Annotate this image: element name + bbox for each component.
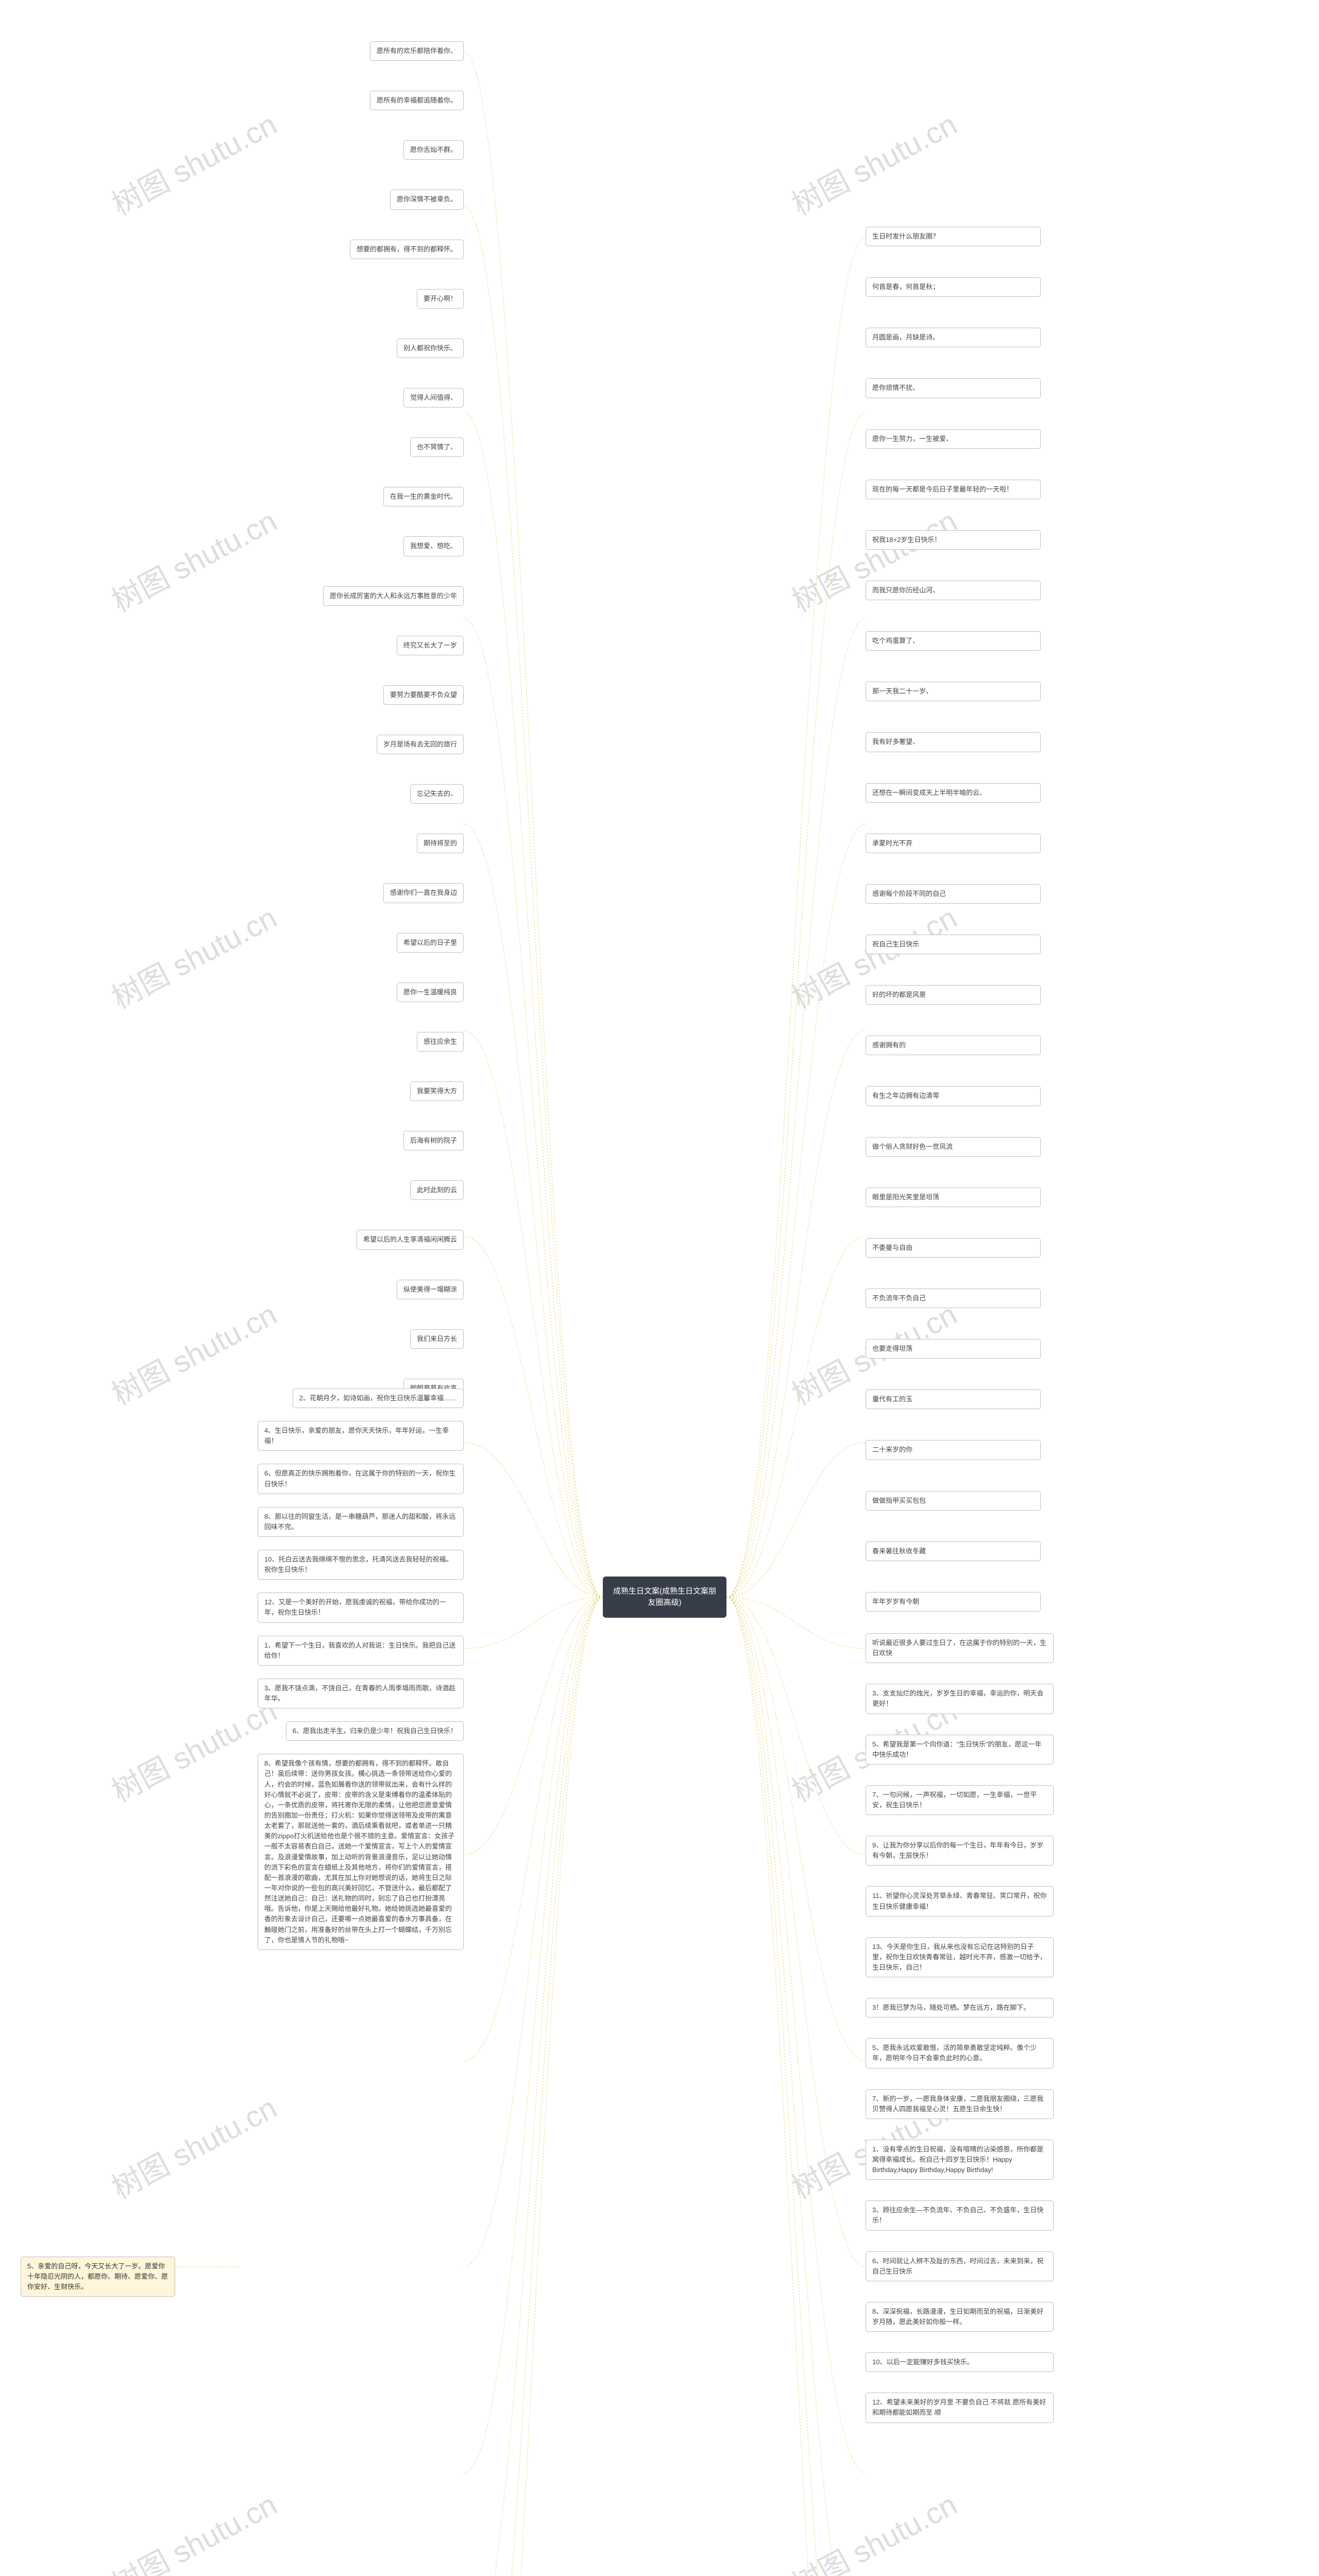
watermark: 树图 shutu.cn xyxy=(103,497,283,620)
mindmap-node[interactable]: 11、祈望你心灵深处芳草永绿、青春常驻、笑口常开，祝你生日快乐健康幸福！ xyxy=(866,1886,1054,1916)
mindmap-node[interactable]: 5、希望我是第一个向你道："生日快乐"的朋友，愿这一年中快乐成功！ xyxy=(866,1735,1054,1765)
mindmap-node[interactable]: 3！愿我已梦为马，随处可栖。梦在远方，路在脚下。 xyxy=(866,1998,1054,2018)
watermark: 树图 shutu.cn xyxy=(103,1687,283,1810)
mindmap-node[interactable]: 愿你烦情不扰、 xyxy=(866,378,1041,398)
highlighted-node[interactable]: 5、亲爱的自己呀，今天又长大了一岁。愿爱你十年隐忍光阴的人，都愿你、期待、愿爱你… xyxy=(21,2257,175,2297)
mindmap-node[interactable]: 还想在一瞬间变成天上半明半暗的云、 xyxy=(866,783,1041,803)
mindmap-node[interactable]: 听说最近很多人要过生日了，在这属于你的特别的一天，生日欢快 xyxy=(866,1633,1054,1663)
connectors-layer xyxy=(0,0,1319,2576)
right-column-a: 生日时发什么朋友圈？ 何首是春，何首是秋； 月圆是画，月缺是诗。愿你烦情不扰、愿你一… xyxy=(866,227,1041,1642)
mindmap-node[interactable]: 2、花朝月夕，如诗如画，祝你生日快乐温馨幸福…… xyxy=(293,1388,464,1408)
mindmap-node[interactable]: 12、又是一个美好的开始，愿我虔诚的祝福，带给你成功的一年，祝你生日快乐！ xyxy=(258,1592,464,1622)
mindmap-node[interactable]: 后海有树的院子 xyxy=(403,1131,464,1150)
right-column-b: 听说最近很多人要过生日了，在这属于你的特别的一天，生日欢快 3、支支灿烂的烛光，岁… xyxy=(866,1633,1054,2444)
mindmap-node[interactable]: 要努力要酷要不负众望 xyxy=(383,685,464,705)
mindmap-node[interactable]: 二十来岁的你 xyxy=(866,1440,1041,1460)
mindmap-node[interactable]: 10、以后一定能赚好多钱买快乐。 xyxy=(866,2352,1054,2372)
mindmap-node[interactable]: 感往应余生 xyxy=(417,1032,464,1052)
far-left-node: 5、亲爱的自己呀，今天又长大了一岁。愿爱你十年隐忍光阴的人，都愿你、期待、愿爱你… xyxy=(21,2257,175,2303)
mindmap-node[interactable]: 愿所有的幸福都追随着你。 xyxy=(370,91,464,110)
mindmap-node[interactable]: 祝自己生日快乐 xyxy=(866,935,1041,954)
mindmap-node[interactable]: 愿你长成厉害的大人和永远万事胜意的少年 xyxy=(323,586,464,606)
mindmap-node[interactable]: 祝我18+2岁生日快乐！ xyxy=(866,530,1041,550)
center-title: 成熟生日文案(成熟生日文案朋友圈高级) xyxy=(610,1586,719,1609)
mindmap-node[interactable]: 愿你深情不被辜负。 xyxy=(390,190,464,209)
watermark: 树图 shutu.cn xyxy=(103,894,283,1017)
mindmap-node[interactable]: 5、愿我永远欢爱敢恨，活的简单勇敢坚定纯粹。像个少年，愿明年今日不会辜负此时的心… xyxy=(866,2038,1054,2068)
mindmap-node[interactable]: 13、今天是你生日，我从来也没有忘记在这特别的日子里，祝你生日欢快青春常驻，越时… xyxy=(866,1937,1054,1977)
mindmap-node[interactable]: 12、希望未来美好的岁月里 不要负自己 不将就 愿所有美好和期待都能如期而至 顺 xyxy=(866,2393,1054,2422)
mindmap-node[interactable]: 我想爱、想吃、 xyxy=(403,536,464,556)
mindmap-node[interactable]: 忘记失去的、 xyxy=(410,784,464,804)
mindmap-node[interactable]: 好的坏的都是风景 xyxy=(866,985,1041,1005)
mindmap-node[interactable]: 6、但愿真正的快乐拥抱着你，在这属于你的特别的一天，祝你生日快乐！ xyxy=(258,1464,464,1494)
mindmap-node[interactable]: 要开心啊！ xyxy=(417,289,464,309)
mindmap-node[interactable]: 9、让我为你分享以后你的每一个生日，年年有今日，岁岁有今朝，生辰快乐！ xyxy=(866,1836,1054,1866)
mindmap-node[interactable]: 眼里是阳光笑里是坦荡 xyxy=(866,1188,1041,1207)
mindmap-node[interactable]: 10、托白云送去我绵绵不恨的思念，托清风送去我轻轻的祝福。祝你生日快乐！ xyxy=(258,1550,464,1580)
mindmap-node[interactable]: 希望以后的日子里 xyxy=(397,933,464,953)
mindmap-node[interactable]: 感谢你们一直在我身边 xyxy=(383,883,464,903)
mindmap-node[interactable]: 纵使美得一塌糊涂 xyxy=(397,1280,464,1299)
mindmap-node[interactable]: 承蒙时光不弃 xyxy=(866,834,1041,853)
mindmap-node[interactable]: 春来暑往秋收冬藏 xyxy=(866,1541,1041,1561)
mindmap-node[interactable]: 不负流年不负自己 xyxy=(866,1289,1041,1308)
watermark: 树图 shutu.cn xyxy=(103,1291,283,1414)
mindmap-node[interactable]: 愿你一生温暖纯良 xyxy=(397,982,464,1002)
mindmap-node[interactable]: 现在的每一天都是今后日子里最年轻的一天啦！ xyxy=(866,480,1041,499)
watermark: 树图 shutu.cn xyxy=(783,2481,963,2576)
mindmap-node[interactable]: 感谢每个阶段不同的自己 xyxy=(866,884,1041,904)
mindmap-node[interactable]: 1、没有零点的生日祝福，没有喧晴的沾染感恩，所你都是窝得幸福成长。祝自己十四岁生… xyxy=(866,2140,1054,2180)
mindmap-node[interactable]: 8、深深祝福，长路漫漫，生日如期而至的祝福，日渐美好岁月随，愿此美好如你般一样。 xyxy=(866,2302,1054,2332)
mindmap-node[interactable]: 希望以后的人生享清福闲闲腾云 xyxy=(357,1230,464,1249)
mindmap-node[interactable]: 做个俗人贪财好色一世风流 xyxy=(866,1137,1041,1157)
mindmap-node[interactable]: 1、希望下一个生日，我喜欢的人对我说：生日快乐。我把自己送给你！ xyxy=(258,1636,464,1666)
mindmap-node[interactable]: 吃个鸡蛋算了、 xyxy=(866,631,1041,651)
mindmap-node[interactable]: 愿你一生努力，一生被爱、 xyxy=(866,429,1041,449)
mindmap-node[interactable]: 8、那以往的同窗生活，是一串糖葫芦，那迷人的甜和酸，将永远回味不完。 xyxy=(258,1507,464,1537)
center-node: 成熟生日文案(成熟生日文案朋友圈高级) xyxy=(603,1577,726,1618)
mindmap-node[interactable]: 量代有工的玉 xyxy=(866,1389,1041,1409)
mindmap-node[interactable]: 我们来日方长 xyxy=(410,1329,464,1349)
mindmap-node[interactable]: 我有好多奢望、 xyxy=(866,732,1041,752)
mindmap-node[interactable]: 月圆是画，月缺是诗。 xyxy=(866,328,1041,347)
watermark: 树图 shutu.cn xyxy=(103,100,283,224)
mindmap-node[interactable]: 年年岁岁有今朝 xyxy=(866,1592,1041,1612)
mindmap-node[interactable]: 4、生日快乐，亲爱的朋友，愿你天天快乐，年年好运，一生幸福！ xyxy=(258,1421,464,1451)
mindmap-node[interactable]: 愿你舌灿不群。 xyxy=(403,140,464,160)
mindmap-node[interactable]: 3、支支灿烂的烛光，岁岁生日的幸福，幸运的你，明天会更好！ xyxy=(866,1684,1054,1714)
mindmap-node[interactable]: 3、愿我不饶点滴，不饶自己，在青春的人雨季塌雨而歌，诗酒趁年华。 xyxy=(258,1679,464,1708)
mindmap-node[interactable]: 7、一句问候，一声祝福，一切如愿，一生幸福，一世平安，祝生日快乐！ xyxy=(866,1785,1054,1815)
mindmap-node[interactable]: 而我只愿你历经山河、 xyxy=(866,581,1041,600)
watermark: 树图 shutu.cn xyxy=(783,100,963,224)
mindmap-node[interactable]: 期待将至的 xyxy=(417,834,464,853)
mindmap-node[interactable]: 岁月是场有去无回的旅行 xyxy=(377,735,464,754)
mindmap-node[interactable]: 此时此刻的云 xyxy=(410,1180,464,1200)
watermark: 树图 shutu.cn xyxy=(103,2481,283,2576)
mindmap-node[interactable]: 不委曼与自由 xyxy=(866,1238,1041,1258)
left-column-a: 愿所有的欢乐都陪伴着你、愿所有的幸福都追随着你。愿你舌灿不群。愿你深情不被辜负。… xyxy=(289,41,464,1428)
mindmap-node[interactable]: 有生之年边拥有边清零 xyxy=(866,1086,1041,1106)
mindmap-node[interactable]: 感谢拥有的 xyxy=(866,1036,1041,1055)
mindmap-node[interactable]: 也不冥情了、 xyxy=(410,437,464,457)
mindmap-node[interactable]: 愿所有的欢乐都陪伴着你、 xyxy=(370,41,464,61)
mindmap-node[interactable]: 8、希望我像个孩有情，想要的都拥有，得不到的都释怀。敢自己！虽后续带：送你男孩女… xyxy=(258,1754,464,1950)
mindmap-node[interactable]: 终究又长大了一岁 xyxy=(397,636,464,655)
mindmap-node[interactable]: 生日时发什么朋友圈？ xyxy=(866,227,1041,246)
left-column-b: 2、花朝月夕，如诗如画，祝你生日快乐温馨幸福…… 4、生日快乐，亲爱的朋友，愿你天… xyxy=(258,1388,464,1963)
mindmap-node[interactable]: 那一天我二十一岁、 xyxy=(866,682,1041,701)
mindmap-node[interactable]: 想要的都拥有，得不到的都释怀。 xyxy=(350,240,464,259)
mindmap-node[interactable]: 6、时间就让人辨不及趾的东西，时间过去，未来到来，祝自己生日快乐 xyxy=(866,2251,1054,2281)
mindmap-node[interactable]: 觉得人间值得、 xyxy=(403,388,464,408)
mindmap-node[interactable]: 别人都祝你快乐、 xyxy=(397,338,464,358)
mindmap-node[interactable]: 也要走得坦荡 xyxy=(866,1339,1041,1359)
mindmap-node[interactable]: 做做指甲买买包包 xyxy=(866,1491,1041,1511)
mindmap-node[interactable]: 3、顾往应余生—不负流年、不负自己、不负盛年，生日快乐！ xyxy=(866,2200,1054,2230)
mindmap-node[interactable]: 何首是春，何首是秋； xyxy=(866,277,1041,297)
mindmap-node[interactable]: 6、愿我出走半生，归来仍是少年！祝我自己生日快乐！ xyxy=(286,1721,464,1741)
watermark: 树图 shutu.cn xyxy=(103,2084,283,2207)
mindmap-node[interactable]: 在我一生的黄金时代、 xyxy=(383,487,464,506)
mindmap-node[interactable]: 我要笑得大方 xyxy=(410,1081,464,1101)
mindmap-node[interactable]: 7、新的一岁，一愿我身体安康，二愿我朋友圈绕，三愿我贝赞得人四愿我福至心灵！五愿… xyxy=(866,2089,1054,2119)
